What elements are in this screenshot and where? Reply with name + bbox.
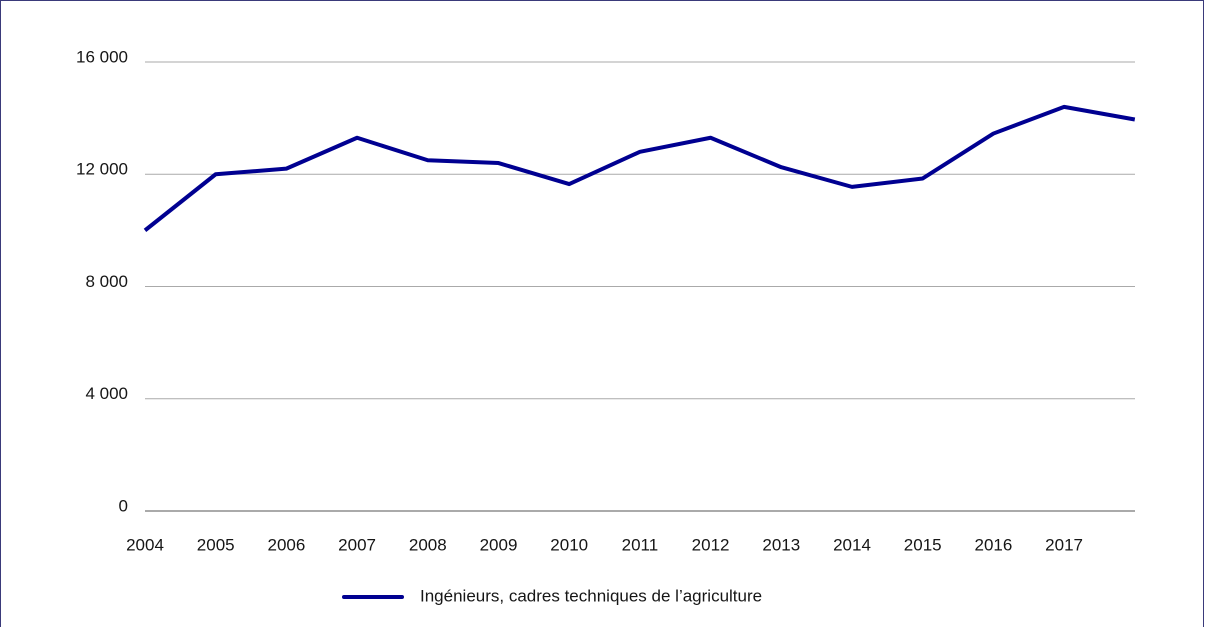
x-tick-label: 2009 <box>480 535 518 554</box>
y-tick-label: 12 000 <box>76 160 128 179</box>
y-tick-label: 4 000 <box>85 384 128 403</box>
x-tick-label: 2012 <box>692 535 730 554</box>
x-tick-label: 2006 <box>267 535 305 554</box>
x-tick-label: 2010 <box>550 535 588 554</box>
x-tick-label: 2011 <box>622 535 659 554</box>
x-tick-label: 2016 <box>974 535 1012 554</box>
x-tick-label: 2007 <box>338 535 376 554</box>
x-tick-label: 2014 <box>833 535 871 554</box>
x-tick-label: 2017 <box>1045 535 1083 554</box>
x-tick-label: 2013 <box>762 535 800 554</box>
x-tick-label: 2008 <box>409 535 447 554</box>
legend-label: Ingénieurs, cadres techniques de l’agric… <box>420 586 762 605</box>
y-tick-label: 16 000 <box>76 47 128 66</box>
y-tick-label: 8 000 <box>85 272 128 291</box>
y-tick-label: 0 <box>119 496 128 515</box>
x-tick-label: 2005 <box>197 535 235 554</box>
x-tick-label: 2015 <box>904 535 942 554</box>
x-tick-label: 2004 <box>126 535 164 554</box>
line-series <box>143 104 1136 232</box>
